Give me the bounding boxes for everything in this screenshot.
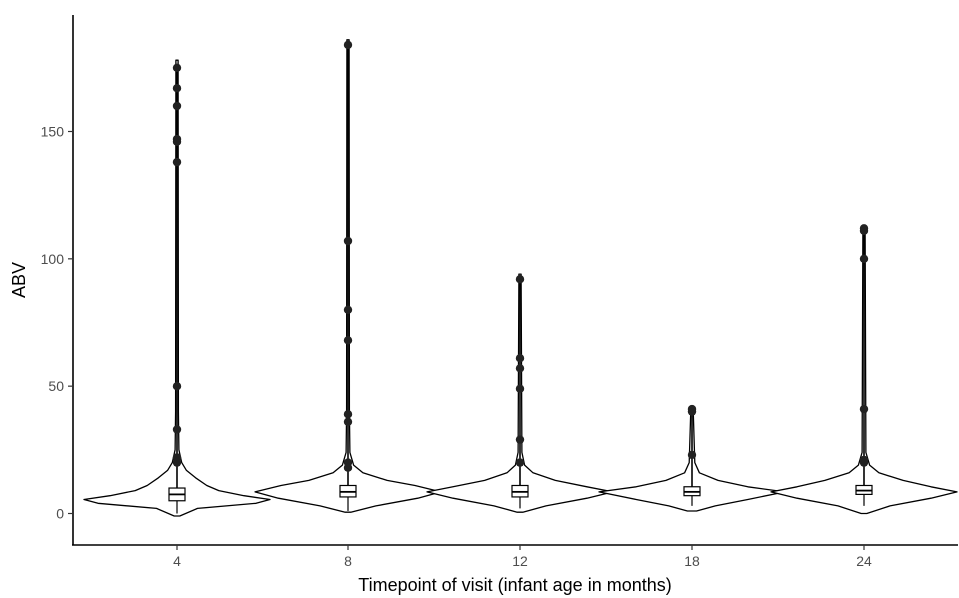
outlier-point-12-0 <box>515 458 525 467</box>
outlier-point-4-3 <box>172 382 182 391</box>
y-tick-label-50: 50 <box>48 378 64 394</box>
x-tick-label-8: 8 <box>344 553 352 569</box>
outlier-point-8-5 <box>343 305 353 314</box>
outlier-point-8-7 <box>343 40 353 50</box>
y-tick-label-150: 150 <box>41 124 65 140</box>
outlier-point-12-3 <box>515 364 525 373</box>
outlier-point-8-2 <box>343 417 353 426</box>
outlier-point-18-2 <box>687 404 697 414</box>
outlier-point-24-2 <box>859 404 869 414</box>
x-tick-label-18: 18 <box>684 553 700 569</box>
outlier-point-8-6 <box>343 236 353 246</box>
x-tick-label-4: 4 <box>173 553 181 569</box>
y-ticks: 0 50 100 150 <box>41 124 73 522</box>
y-axis-title: ABV <box>9 262 29 298</box>
outlier-point-12-1 <box>515 435 525 444</box>
x-tick-label-24: 24 <box>856 553 872 569</box>
outlier-point-8-1 <box>343 458 353 467</box>
outlier-point-4-9 <box>172 63 182 72</box>
outlier-point-12-5 <box>515 275 525 284</box>
x-axis-title: Timepoint of visit (infant age in months… <box>358 575 671 595</box>
outlier-point-8-4 <box>343 336 353 345</box>
outlier-point-12-2 <box>515 384 525 393</box>
outlier-point-4-1 <box>172 453 182 462</box>
outlier-point-4-2 <box>172 425 182 434</box>
outlier-point-12-4 <box>515 354 525 363</box>
axes <box>72 15 958 546</box>
outlier-layer <box>172 40 869 472</box>
outlier-point-4-7 <box>172 101 182 111</box>
outlier-point-24-3 <box>859 254 869 263</box>
outlier-point-4-6 <box>172 134 182 144</box>
outlier-point-8-3 <box>343 410 353 419</box>
y-tick-label-100: 100 <box>41 251 65 267</box>
outlier-point-24-5 <box>859 224 869 233</box>
outlier-point-4-4 <box>172 157 182 167</box>
outlier-point-18-0 <box>687 450 697 460</box>
y-tick-label-0: 0 <box>56 506 64 522</box>
outlier-point-24-1 <box>859 455 869 465</box>
x-ticks: 4 8 12 18 24 <box>173 545 872 569</box>
x-tick-label-12: 12 <box>512 553 528 569</box>
outlier-point-4-8 <box>172 84 182 93</box>
